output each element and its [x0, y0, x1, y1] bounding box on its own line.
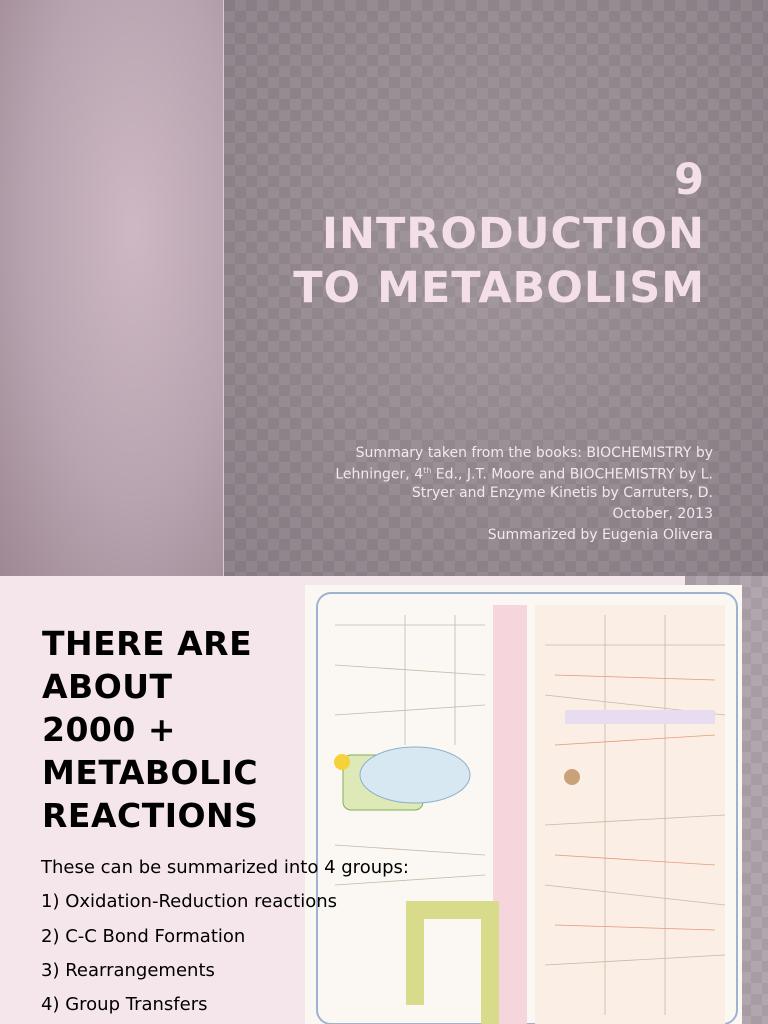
superscript: th — [423, 466, 432, 475]
subtitle: Summary taken from the books: BIOCHEMIST… — [335, 444, 713, 544]
date: October, 2013 — [612, 505, 713, 522]
list-item: 1) Oxidation-Reduction reactions — [41, 891, 338, 913]
metabolic-map — [305, 585, 742, 1024]
map-node — [564, 769, 580, 785]
body-text: These can be summarized into 4 groups: 1… — [41, 851, 409, 1022]
author: Summarized by Eugenia Olivera — [487, 526, 713, 543]
patterned-panel — [224, 0, 768, 576]
map-region — [565, 710, 715, 724]
list-item: 3) Rearrangements — [41, 959, 215, 981]
map-region — [535, 605, 725, 1024]
title-line: TO METABOLISM — [293, 263, 705, 313]
subtitle-line: Summary taken from the books: BIOCHEMIST… — [355, 445, 713, 461]
title-slide: 9 INTRODUCTION TO METABOLISM Summary tak… — [0, 0, 768, 576]
heading-line: THERE ARE — [42, 624, 253, 663]
text: Ed., J.T. Moore and BIOCHEMISTRY by L. — [431, 466, 713, 483]
content-slide: THERE ARE ABOUT 2000 + METABOLIC REACTIO… — [0, 576, 768, 1024]
title-line: INTRODUCTION — [321, 209, 705, 259]
heading-line: METABOLIC — [42, 753, 259, 792]
sun-icon — [334, 754, 350, 770]
title-line: 9 — [674, 155, 705, 205]
map-region — [406, 901, 499, 1024]
intro: These can be summarized into 4 groups: — [41, 857, 409, 878]
map-region — [359, 746, 471, 804]
slide-title: 9 INTRODUCTION TO METABOLISM — [293, 153, 705, 315]
map-lines — [554, 674, 716, 931]
heading-line: REACTIONS — [42, 796, 259, 835]
heading-line: ABOUT — [42, 667, 173, 706]
list-item: 2) C-C Bond Formation — [41, 925, 246, 947]
subtitle-line: Lehninger, 4th Ed., J.T. Moore and BIOCH… — [335, 462, 713, 484]
text: Lehninger, 4 — [335, 466, 424, 483]
heading: THERE ARE ABOUT 2000 + METABOLIC REACTIO… — [42, 622, 258, 837]
side-panel — [0, 0, 224, 576]
subtitle-line: Stryer and Enzyme Kinetis by Carruters, … — [411, 484, 713, 501]
map-border — [316, 592, 738, 1024]
heading-line: 2000 + — [42, 710, 176, 749]
map-lines — [334, 615, 726, 1015]
list-item: 4) Group Transfers — [41, 994, 208, 1016]
